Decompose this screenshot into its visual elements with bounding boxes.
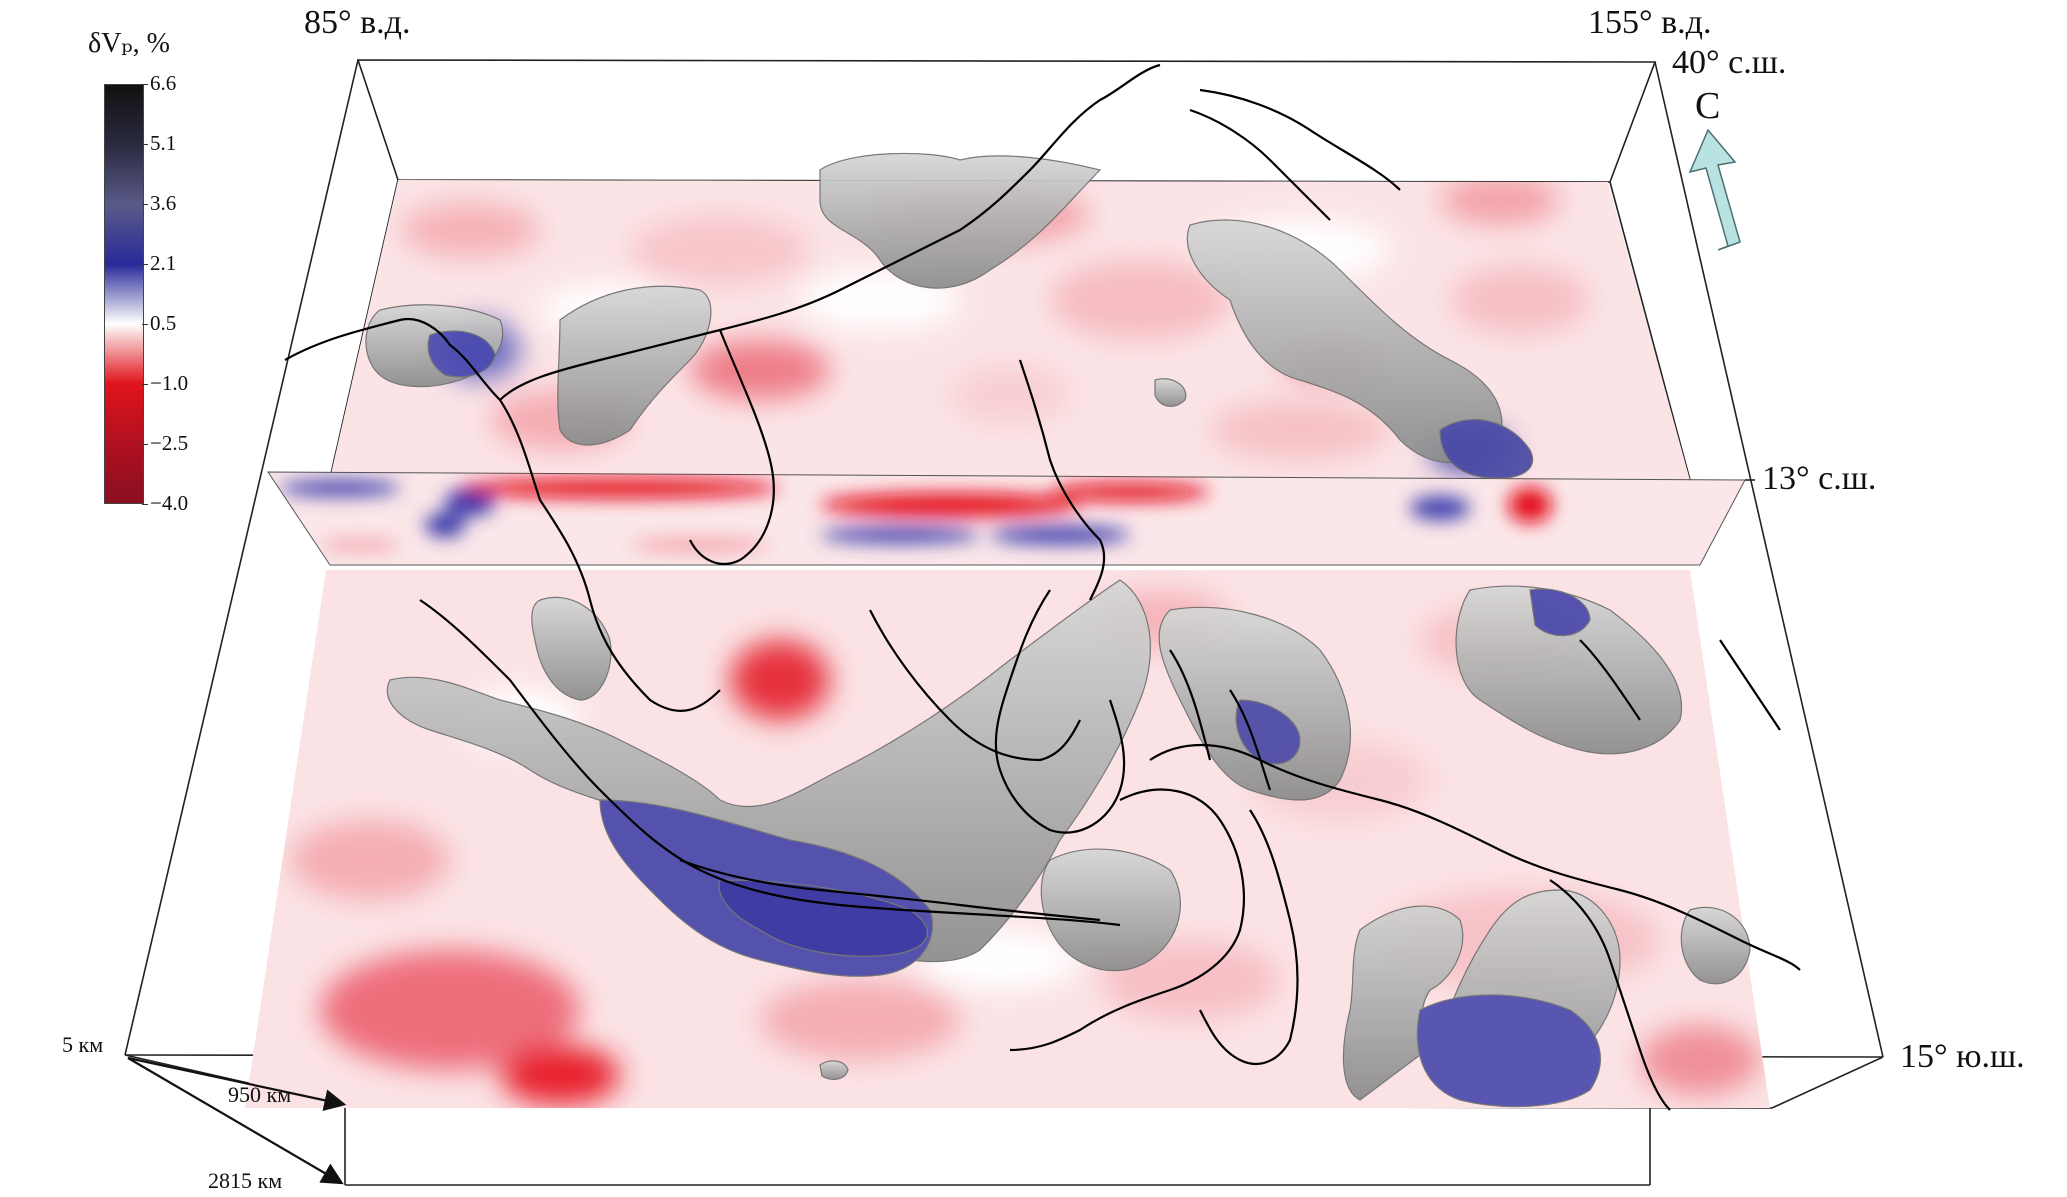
label-depth-mid: 950 км xyxy=(228,1082,292,1107)
colorbar-tick-mark xyxy=(142,84,148,85)
vertical-section xyxy=(267,471,1746,566)
label-lat-north: 40° с.ш. xyxy=(1672,44,1787,81)
label-depth-bottom: 2815 км xyxy=(208,1168,283,1193)
coastlines xyxy=(284,63,1801,1111)
colorbar-tick-label: −2.5 xyxy=(150,431,189,455)
colorbar xyxy=(104,84,144,504)
label-lat-south: 15° ю.ш. xyxy=(1900,1038,2025,1075)
colorbar-tick-mark xyxy=(142,204,148,205)
colorbar-tick-label: −4.0 xyxy=(150,491,189,515)
colorbar-tick-label: 3.6 xyxy=(150,191,177,215)
colorbar-tick-label: 2.1 xyxy=(150,251,177,275)
isosurfaces xyxy=(365,152,1751,1108)
colorbar-tick-label: 0.5 xyxy=(150,311,177,335)
label-depth-top: 5 км xyxy=(62,1032,104,1057)
colorbar-tick-mark xyxy=(142,144,148,145)
north-label: С xyxy=(1695,85,1721,127)
label-lon-west: 85° в.д. xyxy=(304,4,411,41)
north-arrow xyxy=(1688,128,1741,251)
label-lon-east: 155° в.д. xyxy=(1588,4,1712,41)
colorbar-tick-label: 5.1 xyxy=(150,131,177,155)
colorbar-title: δVₚ, % xyxy=(88,28,170,59)
colorbar-tick-mark xyxy=(142,384,148,385)
colorbar-tick-mark xyxy=(142,264,148,265)
colorbar-tick-label: 6.6 xyxy=(150,71,177,95)
colorbar-tick-mark xyxy=(142,324,148,325)
colorbar-tick-mark xyxy=(142,444,148,445)
label-lat-mid: 13° с.ш. xyxy=(1762,460,1877,497)
colorbar-tick-mark xyxy=(142,504,148,505)
colorbar-tick-label: −1.0 xyxy=(150,371,189,395)
